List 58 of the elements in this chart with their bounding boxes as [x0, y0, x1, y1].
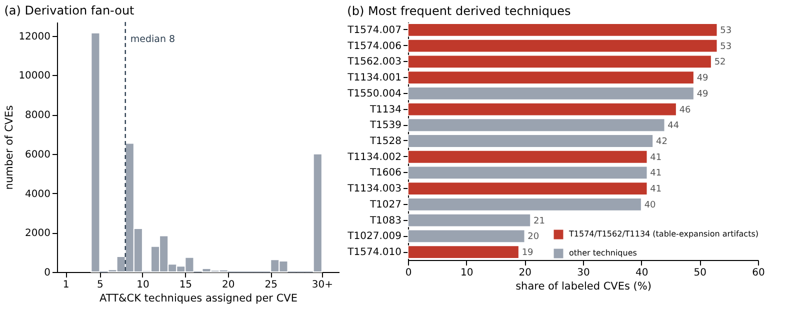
y-tick-label: T1606	[368, 168, 402, 179]
y-tick-label: T1539	[368, 120, 402, 132]
data-label: 41	[650, 184, 662, 195]
x-tick-label: 50	[694, 268, 707, 278]
data-label: 20	[528, 232, 540, 242]
data-label: 42	[656, 137, 668, 147]
y-tick-label: T1562.003	[346, 56, 402, 68]
x-tick-label: 15	[179, 280, 192, 290]
y-tick-label: T1550.004	[346, 88, 402, 100]
x-tick-label: 30+	[312, 280, 333, 290]
data-label: 53	[720, 42, 732, 52]
x-tick-label: 20	[222, 280, 235, 290]
chart-title: (a) Derivation fan-out	[4, 3, 135, 18]
data-label: 21	[534, 216, 545, 226]
y-tick-label: 2000	[25, 228, 50, 240]
y-tick-label: T1528	[368, 136, 402, 147]
y-tick-label: 8000	[25, 110, 50, 122]
x-tick-label: 30	[577, 268, 590, 278]
y-tick-label: T1027.009	[346, 231, 402, 242]
y-axis-title: number of CVEs	[4, 105, 16, 190]
y-tick-label: 10000	[18, 70, 50, 82]
y-tick-label: T1083	[368, 215, 402, 226]
x-axis-title: ATT&CK techniques assigned per CVE	[100, 292, 298, 304]
data-label: 52	[714, 58, 726, 68]
data-label: 53	[720, 26, 732, 36]
y-tick-label: 12000	[18, 31, 50, 42]
y-tick-label: T1134.001	[346, 72, 402, 84]
x-tick-label: 10	[136, 280, 150, 290]
data-label: 40	[644, 200, 656, 210]
data-label: 44	[668, 121, 680, 132]
data-label: 41	[650, 152, 662, 163]
ref-line-label: median 8	[130, 34, 176, 45]
legend-label: T1574/T1562/T1134 (table-expansion artifacts)	[568, 230, 758, 238]
x-tick-label: 5	[97, 280, 104, 290]
y-tick-label: 4000	[25, 188, 50, 200]
data-label: 49	[696, 89, 709, 100]
y-tick-label: T1574.010	[346, 247, 402, 258]
x-tick-label: 0	[405, 268, 412, 278]
x-tick-label: 25	[264, 280, 278, 290]
y-tick-label: T1027	[368, 199, 402, 210]
x-tick-label: 10	[460, 268, 474, 278]
data-label: 41	[650, 168, 662, 179]
data-label: 49	[696, 74, 709, 84]
chart-title: (b) Most frequent derived techniques	[347, 4, 571, 18]
y-tick-label: 6000	[25, 149, 50, 160]
y-tick-label: T1134.003	[346, 184, 402, 195]
y-tick-label: T1574.006	[346, 40, 402, 52]
x-tick-label: 20	[518, 268, 532, 278]
data-label: 19	[522, 248, 534, 258]
x-tick-label: 40	[635, 268, 648, 278]
data-label: 46	[679, 105, 692, 116]
x-tick-label: 60	[752, 268, 765, 278]
y-tick-label: T1134.002	[346, 152, 402, 163]
x-axis-title: share of labeled CVEs (%)	[516, 280, 652, 292]
y-tick-label: T1134	[368, 104, 402, 116]
y-tick-label: T1574.007	[346, 24, 402, 36]
legend-label: other techniques	[569, 248, 637, 258]
x-tick-label: 1	[62, 280, 70, 290]
